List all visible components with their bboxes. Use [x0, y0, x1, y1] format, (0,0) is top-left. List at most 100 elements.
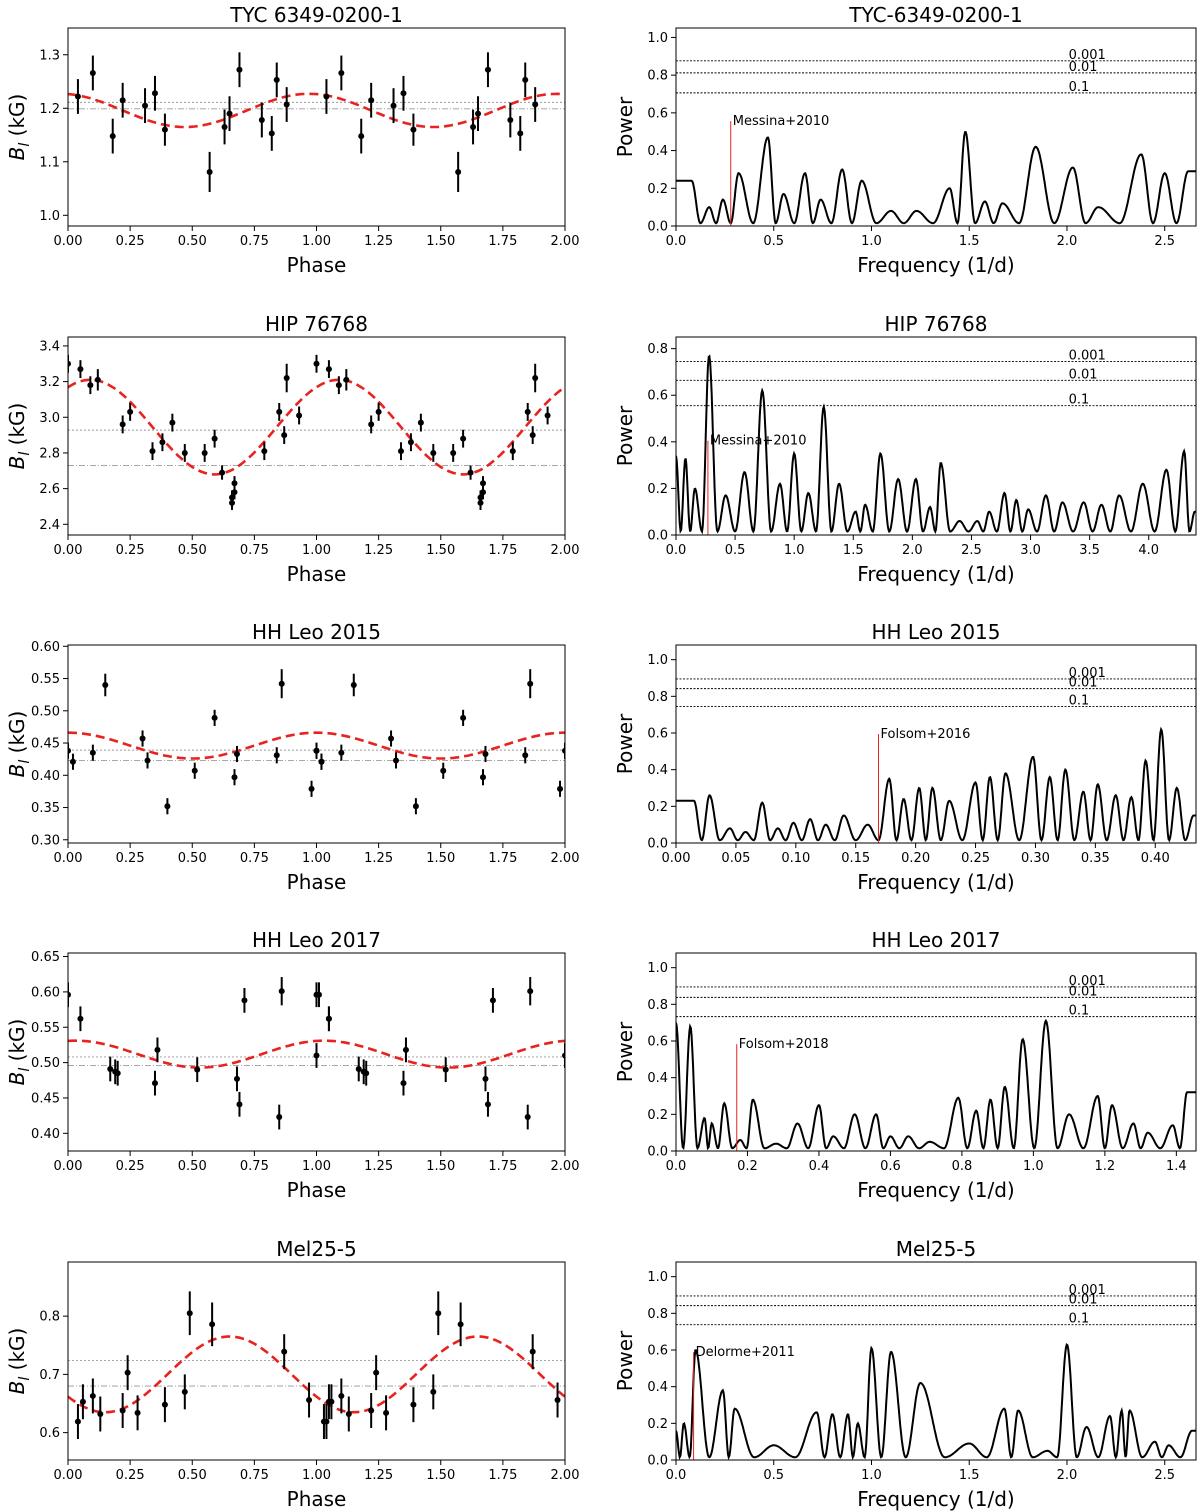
data-point — [375, 408, 382, 415]
y-tick-label: 0.0 — [647, 529, 668, 544]
model-curve — [68, 378, 565, 476]
x-tick-label: 1.5 — [959, 1468, 980, 1483]
x-tick-label: 1.0 — [861, 234, 882, 249]
data-point — [562, 1052, 565, 1059]
power-curve — [676, 1343, 1196, 1460]
x-tick-label: 2.5 — [1154, 234, 1175, 249]
data-point — [181, 1388, 188, 1395]
fap-label: 0.1 — [1069, 694, 1090, 709]
x-tick-label: 0.75 — [240, 234, 269, 249]
data-point — [154, 1046, 161, 1053]
x-tick-label: 0.00 — [54, 851, 83, 866]
data-point — [186, 1310, 193, 1317]
x-tick-label: 1.2 — [1095, 1159, 1116, 1174]
x-tick-label: 0.50 — [178, 543, 207, 558]
data-point — [79, 1398, 86, 1405]
y-axis-label-sub: l — [17, 143, 33, 147]
y-axis-label-unit: (kG) — [5, 403, 29, 452]
y-axis-label-unit: (kG) — [5, 1328, 29, 1377]
y-axis-label: Power — [613, 405, 637, 466]
x-tick-label: 0.50 — [178, 234, 207, 249]
data-point — [241, 997, 248, 1004]
fap-label: 0.001 — [1069, 348, 1106, 363]
y-tick-label: 0.4 — [647, 435, 668, 450]
phase-panel: 0.00 0.25 0.50 0.75 1.00 1.25 1.50 1.75 2.00 0.6 0… — [5, 1237, 579, 1511]
x-tick-label: 0.50 — [178, 1159, 207, 1174]
data-point — [355, 1065, 362, 1072]
reference-label: Messina+2010 — [733, 114, 830, 129]
data-point — [457, 1321, 464, 1328]
data-point — [233, 1075, 240, 1082]
y-axis-label-b: B — [5, 1072, 29, 1086]
x-tick-label: 0.20 — [901, 851, 930, 866]
data-point — [482, 750, 489, 757]
y-axis-label-unit: (kG) — [5, 711, 29, 760]
x-tick-label: 0.25 — [116, 1159, 145, 1174]
plot-frame — [675, 336, 1197, 536]
data-point — [484, 66, 491, 73]
x-tick-label: 0.0 — [666, 1468, 687, 1483]
y-axis-label: Bl (kG) — [5, 711, 33, 778]
x-axis-label: Frequency (1/d) — [857, 1487, 1014, 1511]
y-axis-label-b: B — [5, 1381, 29, 1395]
data-point — [74, 1418, 81, 1425]
x-tick-label: 0.00 — [54, 1468, 83, 1483]
data-point — [532, 375, 539, 382]
x-tick-label: 1.75 — [488, 1159, 517, 1174]
y-tick-label: 1.0 — [647, 31, 668, 46]
y-tick-label: 0.8 — [647, 1307, 668, 1322]
chart-title: HH Leo 2017 — [252, 928, 381, 952]
chart-title: HIP 76768 — [265, 312, 368, 336]
y-axis-label: Power — [613, 96, 637, 157]
data-point — [460, 714, 467, 721]
y-tick-label: 3.2 — [39, 375, 60, 390]
data-point — [509, 448, 516, 455]
chart-title: Mel25-5 — [276, 1237, 357, 1261]
data-point — [544, 412, 551, 419]
y-tick-label: 1.0 — [39, 209, 60, 224]
data-point — [276, 408, 283, 415]
y-tick-label: 0.0 — [647, 837, 668, 852]
y-tick-label: 0.8 — [647, 998, 668, 1013]
data-point — [142, 102, 149, 109]
x-axis-label: Frequency (1/d) — [857, 253, 1014, 277]
x-tick-label: 1.25 — [364, 543, 393, 558]
data-point — [450, 449, 457, 456]
data-point — [226, 110, 233, 117]
data-point — [460, 435, 467, 442]
x-tick-label: 1.5 — [959, 234, 980, 249]
y-axis-label: Power — [613, 713, 637, 774]
model-curve — [68, 92, 565, 129]
y-tick-label: 0.8 — [647, 342, 668, 357]
x-tick-label: 1.75 — [488, 1468, 517, 1483]
data-point — [435, 1310, 442, 1317]
y-axis-label-sub: l — [17, 1377, 33, 1381]
data-point — [318, 758, 325, 765]
chart-title: HIP 76768 — [885, 312, 988, 336]
data-point — [268, 130, 275, 137]
data-point — [306, 1397, 313, 1404]
data-point — [68, 747, 71, 754]
y-tick-label: 1.0 — [647, 653, 668, 668]
data-point — [144, 757, 151, 764]
x-tick-label: 1.25 — [364, 851, 393, 866]
data-point — [77, 366, 84, 373]
y-tick-label: 0.4 — [647, 144, 668, 159]
y-tick-label: 0.2 — [647, 1108, 668, 1123]
x-tick-label: 0.25 — [116, 851, 145, 866]
data-point — [410, 126, 417, 133]
y-tick-label: 0.40 — [31, 1127, 60, 1142]
data-point — [139, 735, 146, 742]
plot-area — [676, 678, 1196, 843]
x-tick-label: 0.10 — [781, 851, 810, 866]
y-tick-label: 2.4 — [39, 518, 60, 533]
data-point — [323, 93, 330, 100]
data-point — [97, 1410, 104, 1417]
data-point — [236, 66, 243, 73]
data-point — [211, 714, 218, 721]
y-tick-label: 2.8 — [39, 446, 60, 461]
x-tick-label: 1.00 — [302, 543, 331, 558]
data-point — [442, 1066, 449, 1073]
data-point — [151, 1080, 158, 1087]
fap-label: 0.1 — [1069, 1004, 1090, 1019]
